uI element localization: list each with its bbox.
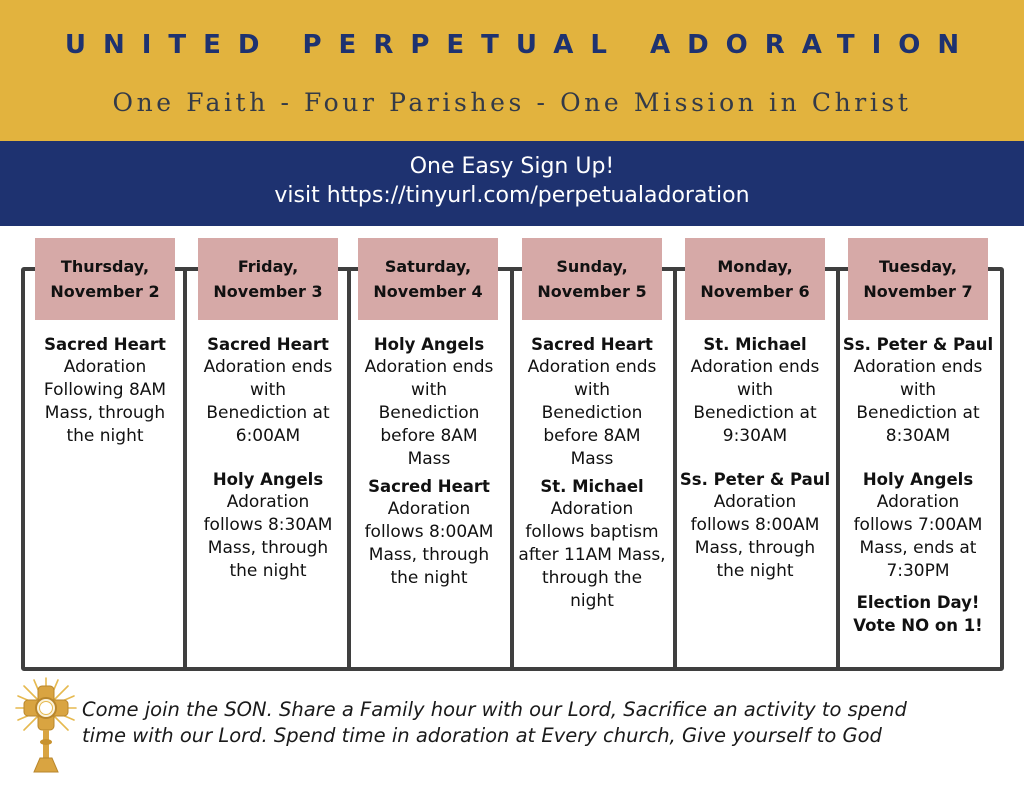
schedule-entry: Sacred Heart Adoration ends with Benedic… [190, 333, 346, 448]
parish-name: Holy Angels [212, 470, 324, 489]
parish-name: Holy Angels [862, 470, 974, 489]
entry-detail: Adoration follows 8:30AM Mass, through t… [203, 492, 333, 581]
page-subtitle: One Faith - Four Parishes - One Mission … [112, 88, 912, 117]
day-column-tuesday: Ss. Peter & Paul Adoration ends with Ben… [840, 333, 996, 637]
column-divider [510, 267, 514, 671]
parish-name: Ss. Peter & Paul [679, 470, 831, 489]
column-divider [183, 267, 187, 671]
day-column-saturday: Holy Angels Adoration ends with Benedict… [351, 333, 507, 606]
entry-detail: Adoration follows 7:00AM Mass, ends at 7… [853, 492, 983, 581]
day-header-saturday: Saturday, November 4 [358, 238, 498, 320]
day-name: Thursday, [60, 257, 150, 276]
parish-name: Holy Angels [373, 335, 485, 354]
entry-detail: Adoration ends with Benediction at 8:30A… [853, 357, 983, 446]
entry-detail: Adoration follows 8:00AM Mass, through t… [364, 499, 494, 588]
entry-detail: Adoration ends with Benediction before 8… [527, 357, 657, 469]
day-header-friday: Friday, November 3 [198, 238, 338, 320]
signup-link[interactable]: visit https://tinyurl.com/perpetualadora… [274, 183, 750, 208]
parish-name: St. Michael [540, 477, 644, 496]
column-divider [836, 267, 840, 671]
schedule-entry: Sacred Heart Adoration ends with Benedic… [514, 333, 670, 471]
day-header-thursday: Thursday, November 2 [35, 238, 175, 320]
day-header-tuesday: Tuesday, November 7 [848, 238, 988, 320]
day-header-sunday: Sunday, November 5 [522, 238, 662, 320]
footer-message: Come join the SON. Share a Family hour w… [82, 697, 1012, 749]
day-name: Tuesday, [879, 257, 957, 276]
entry-detail: Adoration follows 8:00AM Mass, through t… [690, 492, 820, 581]
day-name: Monday, [717, 257, 793, 276]
signup-heading: One Easy Sign Up! [409, 154, 615, 179]
parish-name: Sacred Heart [207, 335, 329, 354]
schedule-entry: St. Michael Adoration ends with Benedict… [677, 333, 833, 448]
entry-detail: Adoration ends with Benediction before 8… [364, 357, 494, 469]
column-divider [347, 267, 351, 671]
day-column-friday: Sacred Heart Adoration ends with Benedic… [190, 333, 346, 599]
footer-line: Come join the SON. Share a Family hour w… [82, 698, 907, 721]
election-day-note: Election Day! Vote NO on 1! [853, 593, 983, 635]
signup-band [0, 141, 1024, 226]
page-title: UNITED PERPETUAL ADORATION [64, 30, 977, 60]
schedule-entry: Sacred Heart Adoration follows 8:00AM Ma… [351, 475, 507, 590]
schedule-entry: St. Michael Adoration follows baptism af… [514, 475, 670, 613]
schedule-entry: Ss. Peter & Paul Adoration ends with Ben… [840, 333, 996, 448]
column-divider [673, 267, 677, 671]
entry-detail: Adoration ends with Benediction at 9:30A… [690, 357, 820, 446]
day-name: Saturday, [384, 257, 472, 276]
day-column-thursday: Sacred Heart Adoration Following 8AM Mas… [27, 333, 183, 464]
day-column-monday: St. Michael Adoration ends with Benedict… [677, 333, 833, 599]
entry-detail: Adoration follows baptism after 11AM Mas… [518, 499, 666, 611]
day-date: November 4 [373, 282, 483, 301]
schedule-entry: Ss. Peter & Paul Adoration follows 8:00A… [677, 468, 833, 583]
day-header-monday: Monday, November 6 [685, 238, 825, 320]
schedule-entry: Sacred Heart Adoration Following 8AM Mas… [27, 333, 183, 448]
schedule-entry: Holy Angels Adoration follows 7:00AM Mas… [840, 468, 996, 583]
day-date: November 7 [863, 282, 973, 301]
day-date: November 6 [700, 282, 810, 301]
day-date: November 3 [213, 282, 323, 301]
day-column-sunday: Sacred Heart Adoration ends with Benedic… [514, 333, 670, 629]
parish-name: Sacred Heart [44, 335, 166, 354]
parish-name: St. Michael [703, 335, 807, 354]
entry-detail: Adoration ends with Benediction at 6:00A… [203, 357, 333, 446]
schedule-entry: Holy Angels Adoration follows 8:30AM Mas… [190, 468, 346, 583]
day-date: November 2 [50, 282, 160, 301]
parish-name: Sacred Heart [531, 335, 653, 354]
entry-detail: Adoration Following 8AM Mass, through th… [43, 357, 167, 446]
day-date: November 5 [537, 282, 647, 301]
day-name: Sunday, [556, 257, 628, 276]
parish-name: Sacred Heart [368, 477, 490, 496]
footer-line: time with our Lord. Spend time in adorat… [82, 724, 882, 747]
monstrance-icon [14, 676, 78, 776]
schedule-entry: Holy Angels Adoration ends with Benedict… [351, 333, 507, 471]
parish-name: Ss. Peter & Paul [842, 335, 994, 354]
day-name: Friday, [237, 257, 299, 276]
header-band [0, 0, 1024, 141]
